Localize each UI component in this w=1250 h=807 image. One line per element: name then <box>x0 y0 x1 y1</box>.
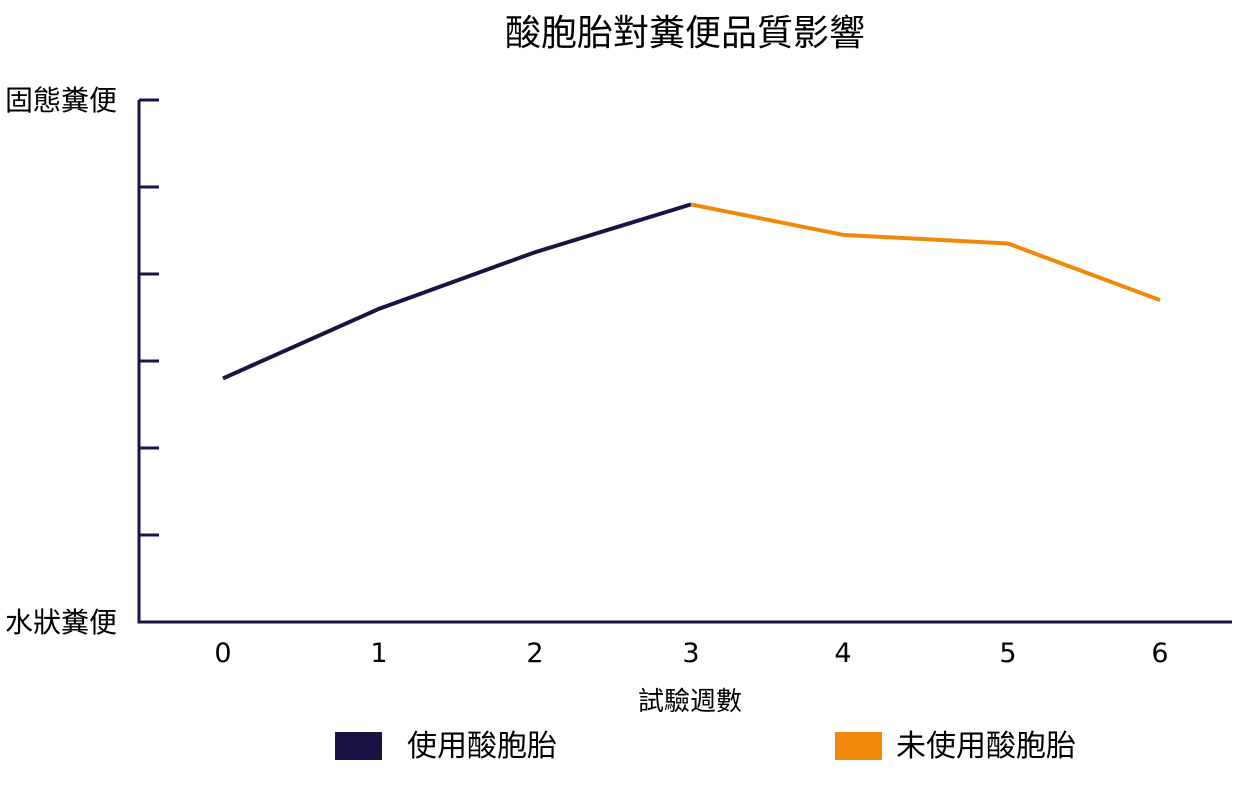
legend: 使用酸胞胎 未使用酸胞胎 <box>335 729 1076 764</box>
x-tick-label: 3 <box>682 638 699 669</box>
y-top-label: 固態糞便 <box>5 84 117 117</box>
x-tick-label: 1 <box>370 638 387 669</box>
legend-label-without: 未使用酸胞胎 <box>896 729 1076 764</box>
legend-label-with: 使用酸胞胎 <box>407 729 557 764</box>
chart-title: 酸胞胎對糞便品質影響 <box>505 13 865 54</box>
legend-swatch-without <box>835 732 882 760</box>
y-bottom-label: 水狀糞便 <box>5 606 117 639</box>
x-tick-label: 6 <box>1151 638 1168 669</box>
axes <box>137 98 1232 624</box>
x-tick-label: 2 <box>526 638 543 669</box>
x-axis-label: 試驗週數 <box>638 687 742 717</box>
x-tick-labels: 0 1 2 3 4 5 6 <box>214 638 1168 669</box>
series-lines <box>222 202 1161 381</box>
series-line-1 <box>690 202 1161 302</box>
x-tick-label: 4 <box>834 638 851 669</box>
x-tick-label: 0 <box>214 638 231 669</box>
series-line-0 <box>222 202 692 381</box>
legend-swatch-with <box>335 732 382 760</box>
x-tick-label: 5 <box>999 638 1016 669</box>
